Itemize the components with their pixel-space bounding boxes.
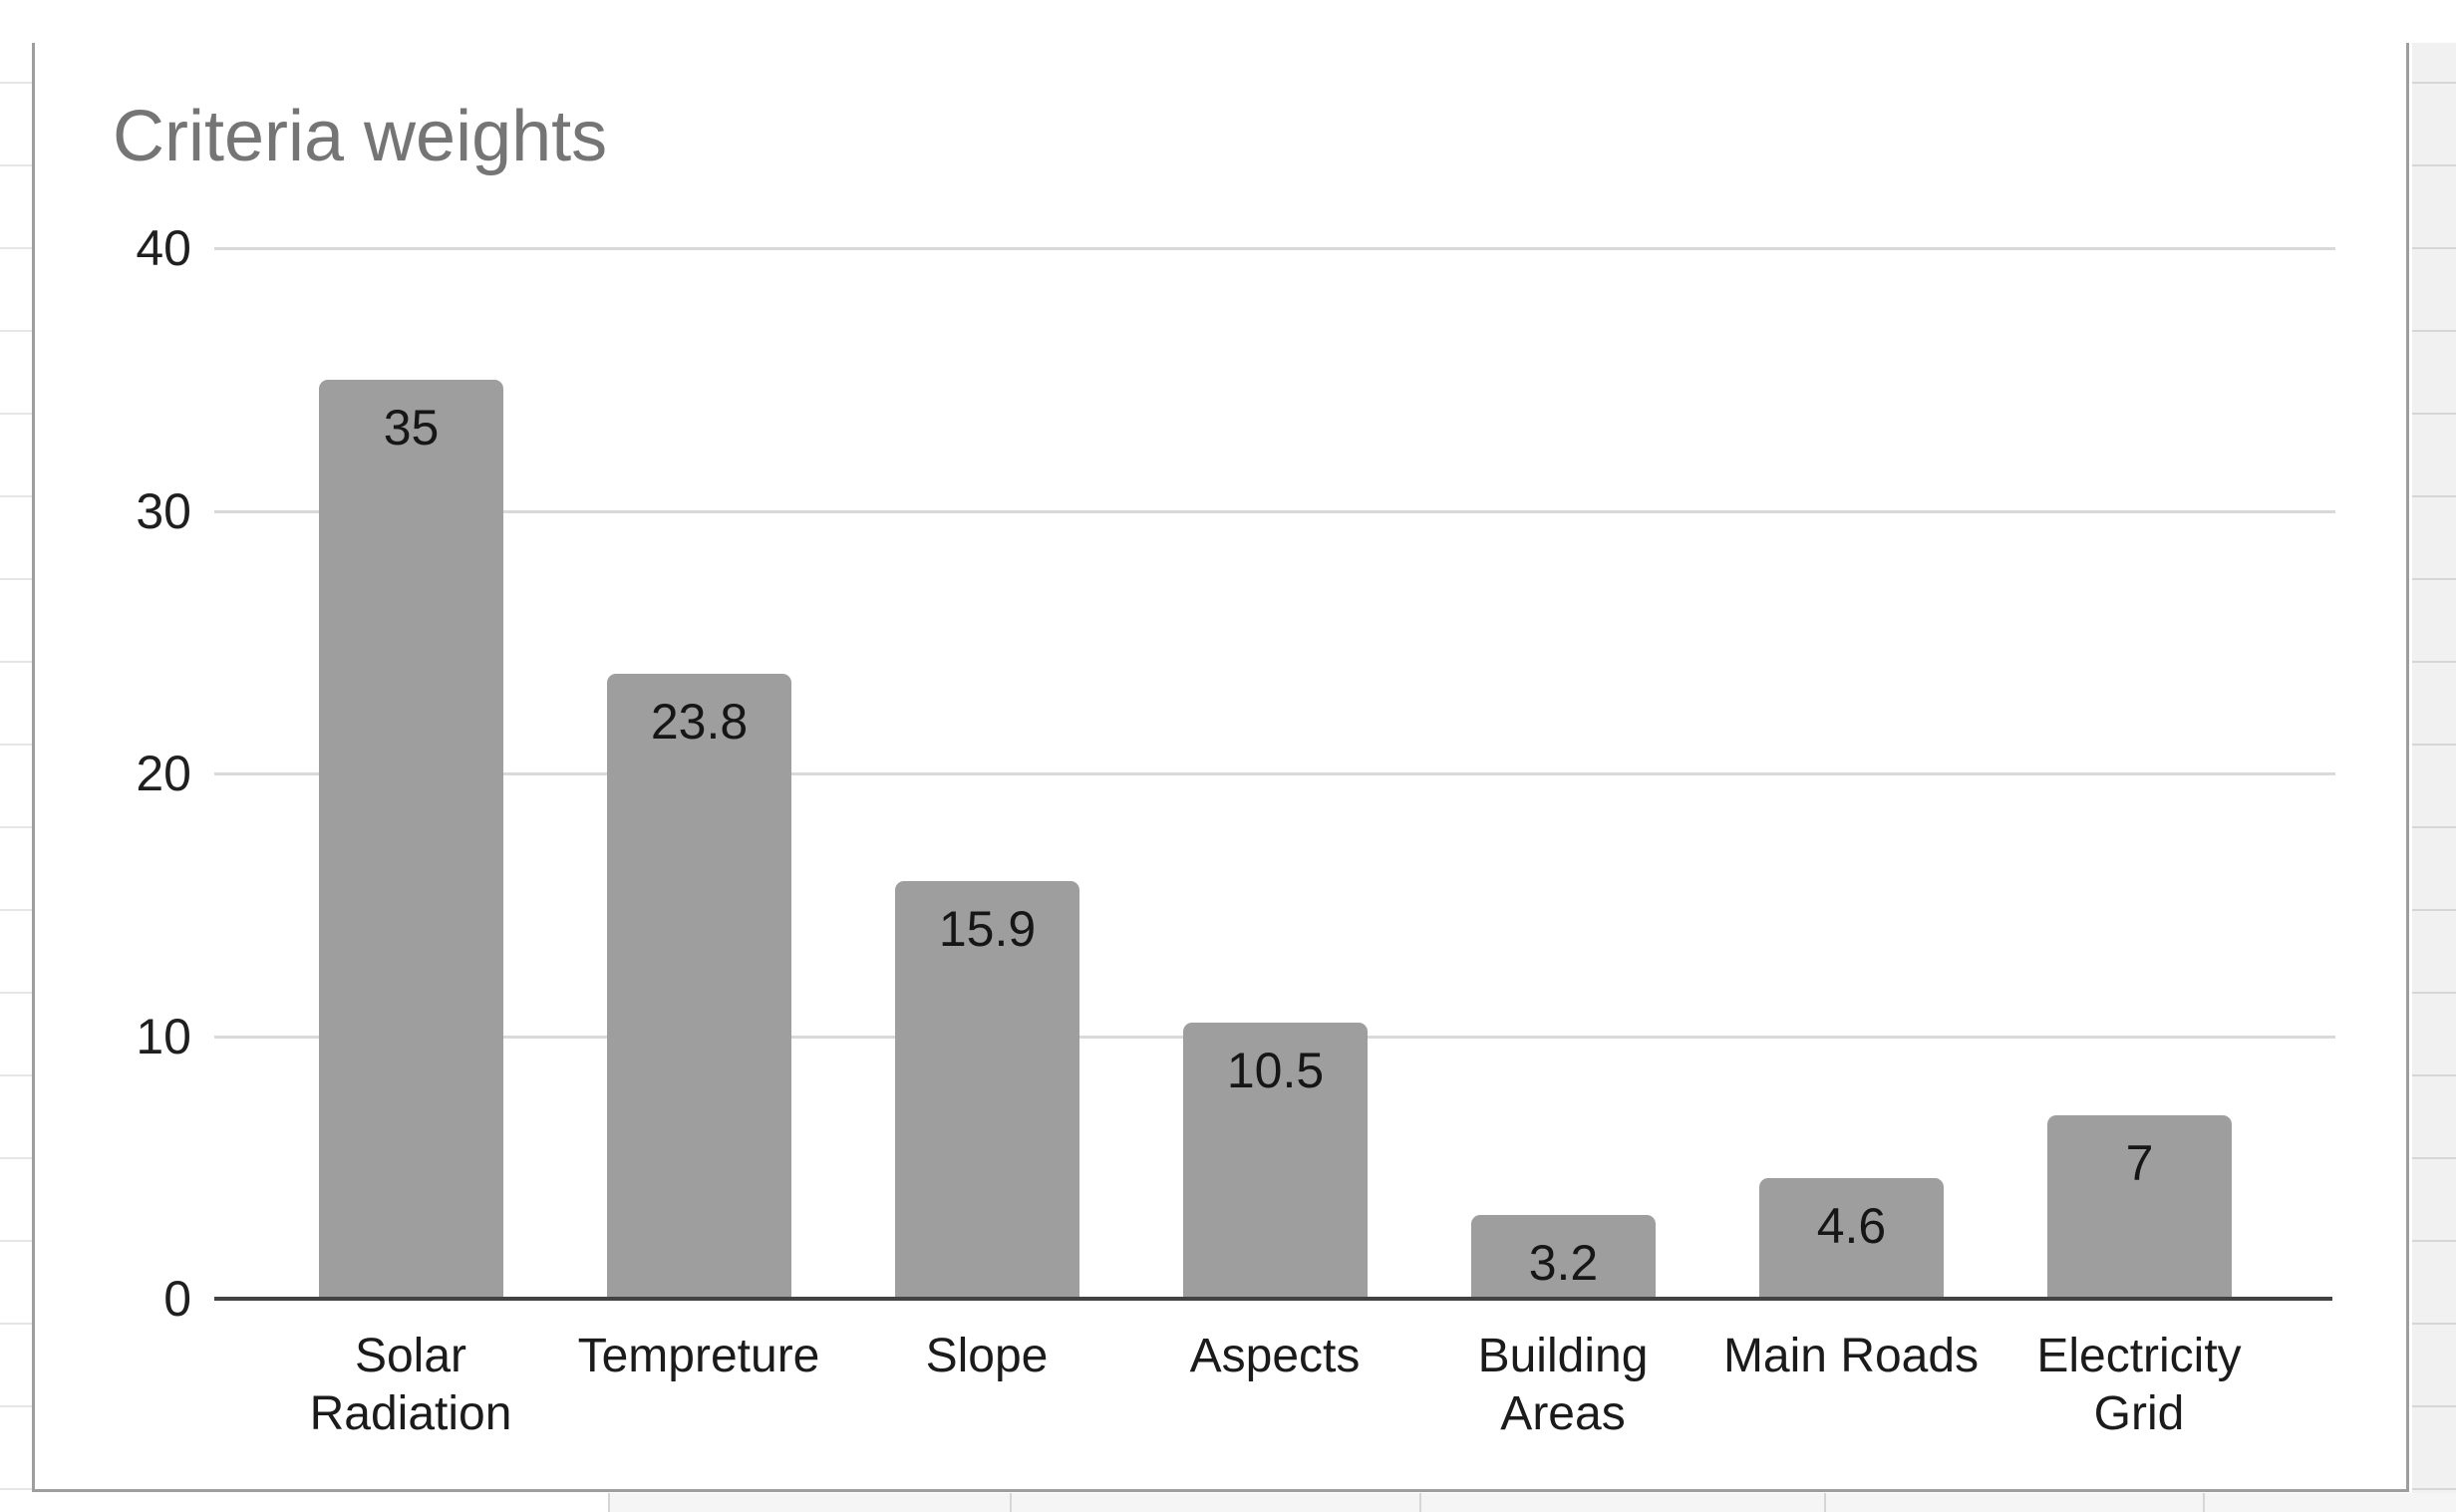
sheet-row-gridline <box>2412 1074 2456 1076</box>
bar-value-label-aspects: 10.5 <box>1226 1043 1325 1098</box>
sheet-row-gridline <box>2412 826 2456 828</box>
sheet-row-gridline <box>0 82 32 84</box>
bar-value-label-electricity-grid: 7 <box>2125 1135 2154 1191</box>
category-label-tempreture: Tempreture <box>577 1330 820 1382</box>
sheet-row-gridline <box>2412 744 2456 746</box>
sheet-row-gridline <box>0 744 32 746</box>
sheet-row-gridline <box>0 826 32 828</box>
sheet-row-gridline <box>2412 1240 2456 1242</box>
sheet-row-gridline <box>0 1157 32 1159</box>
sheet-row-gridline <box>0 1074 32 1076</box>
gridline-40 <box>214 247 2335 250</box>
sheet-row-gridline <box>2412 413 2456 415</box>
bar-value-label-tempreture: 23.8 <box>650 694 749 750</box>
sheet-row-gridline <box>2412 1488 2456 1490</box>
category-label-main-roads: Main Roads <box>1722 1330 1980 1382</box>
sheet-row-gridline <box>0 164 32 166</box>
bar-tempreture[interactable] <box>607 674 791 1299</box>
y-tick-label-30: 30 <box>136 483 191 539</box>
bar-value-label-main-roads: 4.6 <box>1816 1198 1887 1254</box>
sheet-row-gridline <box>0 578 32 580</box>
sheet-row-gridline <box>2412 82 2456 84</box>
bar-value-label-building-areas: 3.2 <box>1528 1235 1599 1291</box>
sheet-col-gridline <box>1010 1493 1012 1512</box>
bar-aspects[interactable] <box>1183 1023 1368 1299</box>
bar-main-roads[interactable] <box>1759 1178 1944 1299</box>
sheet-row-gridline <box>2412 1323 2456 1325</box>
category-label-aspects: Aspects <box>1189 1330 1361 1382</box>
y-tick-label-10: 10 <box>136 1009 191 1064</box>
category-label-building-areas: Building Areas <box>1477 1330 1649 1440</box>
sheet-row-gridline <box>2412 1405 2456 1407</box>
gridline-20 <box>214 772 2335 775</box>
y-tick-label-20: 20 <box>136 746 191 801</box>
sheet-row-gridline <box>0 992 32 994</box>
sheet-row-gridline <box>0 661 32 663</box>
category-label-slope: Slope <box>925 1330 1049 1382</box>
sheet-col-gridline <box>608 1493 610 1512</box>
sheet-row-gridline <box>2412 992 2456 994</box>
category-label-electricity-grid: Electricity Grid <box>2036 1330 2242 1440</box>
sheet-row-gridline <box>0 247 32 249</box>
sheet-row-gridline <box>2412 909 2456 911</box>
sheet-row-gridline <box>0 1240 32 1242</box>
bar-slope[interactable] <box>895 881 1079 1299</box>
sheet-row-gridline <box>0 495 32 497</box>
sheet-row-gridline <box>0 413 32 415</box>
sheet-row-gridline <box>2412 330 2456 332</box>
bar-solar-radiation[interactable] <box>319 380 503 1299</box>
chart-title: Criteria weights <box>113 97 608 176</box>
sheet-row-gridline <box>2412 1157 2456 1159</box>
sheet-row-gridline <box>2412 164 2456 166</box>
sheet-row-gridline <box>2412 247 2456 249</box>
bar-value-label-solar-radiation: 35 <box>383 400 440 455</box>
y-tick-label-0: 0 <box>163 1271 191 1327</box>
bar-electricity-grid[interactable] <box>2047 1115 2232 1299</box>
gridline-30 <box>214 510 2335 513</box>
sheet-row-gridline <box>0 1488 32 1490</box>
sheet-col-gridline <box>2203 1493 2205 1512</box>
category-label-solar-radiation: Solar Radiation <box>309 1330 512 1440</box>
bar-value-label-slope: 15.9 <box>938 901 1037 957</box>
sheet-right-strip <box>2412 43 2456 1512</box>
sheet-bottom-strip <box>608 1493 2456 1512</box>
y-tick-label-40: 40 <box>136 220 191 276</box>
x-axis-line <box>214 1297 2332 1301</box>
sheet-row-gridline <box>0 1405 32 1407</box>
bar-building-areas[interactable] <box>1471 1215 1656 1299</box>
sheet-row-gridline <box>2412 495 2456 497</box>
sheet-row-gridline <box>2412 661 2456 663</box>
sheet-row-gridline <box>0 330 32 332</box>
sheet-col-gridline <box>1419 1493 1421 1512</box>
sheet-col-gridline <box>1824 1493 1826 1512</box>
sheet-row-gridline <box>2412 578 2456 580</box>
sheet-row-gridline <box>0 909 32 911</box>
sheet-row-gridline <box>0 1323 32 1325</box>
